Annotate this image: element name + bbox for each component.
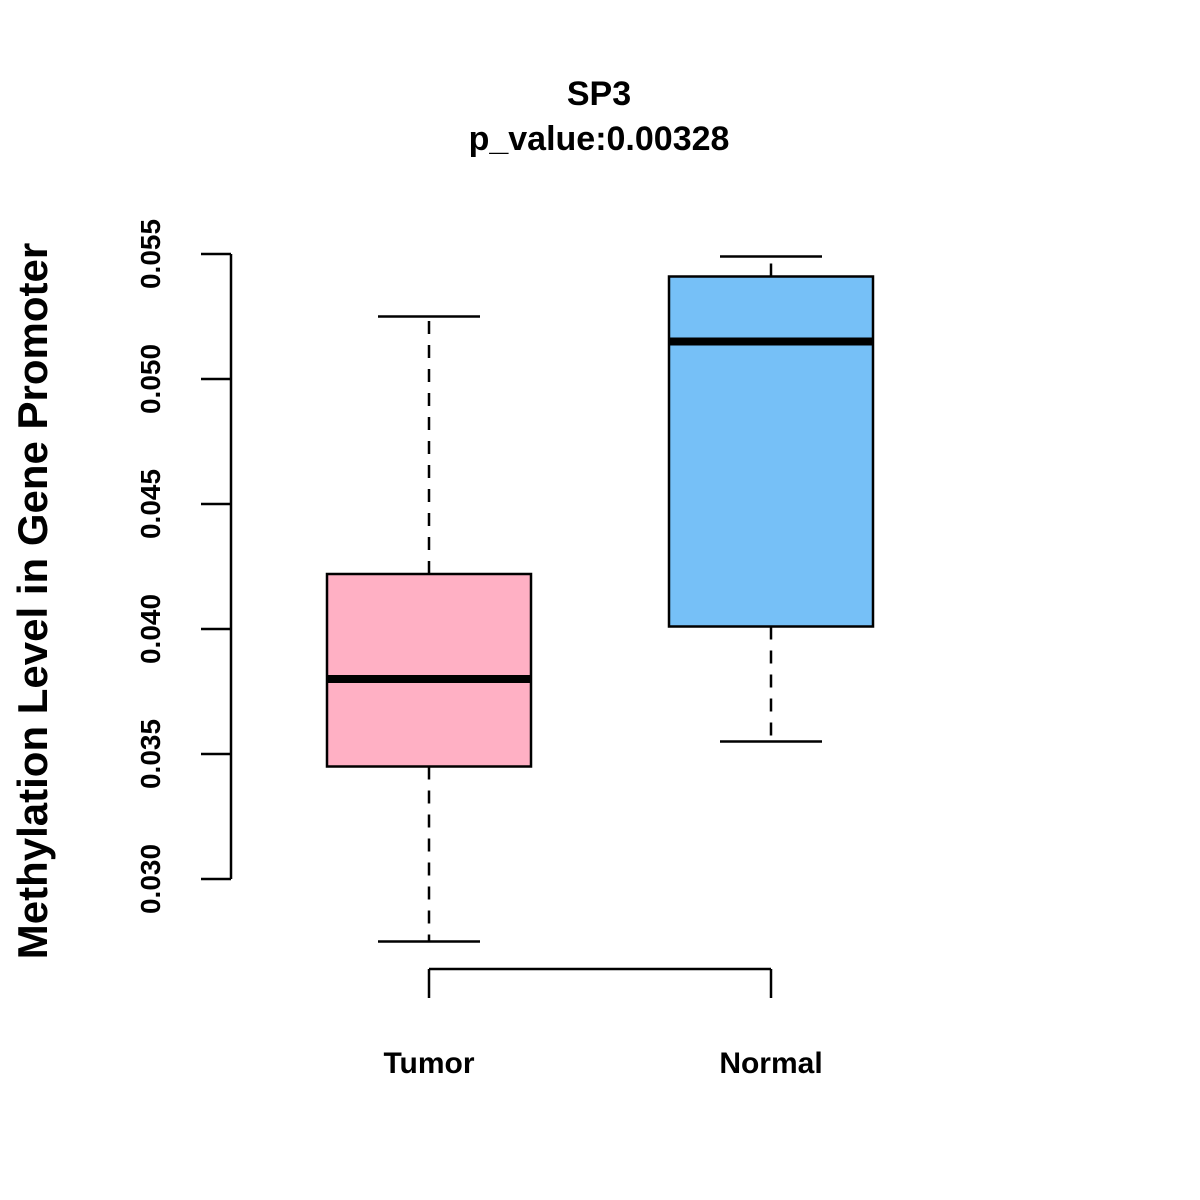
- y-tick-label: 0.040: [135, 594, 166, 664]
- y-axis-label: Methylation Level in Gene Promoter: [9, 243, 56, 959]
- chart-title: SP3: [567, 75, 631, 113]
- box-series: [325, 255, 875, 943]
- y-axis: 0.030 0.035 0.040 0.045 0.050 0.055: [135, 219, 233, 914]
- box-iqr: [667, 275, 875, 628]
- y-tick-label: 0.045: [135, 469, 166, 539]
- box-tumor: [325, 315, 533, 943]
- box-normal: [667, 255, 875, 743]
- x-tick-label-tumor: Tumor: [383, 1047, 474, 1080]
- box-iqr: [325, 572, 533, 768]
- x-axis: Tumor Normal: [383, 967, 823, 1080]
- x-tick-label-normal: Normal: [719, 1047, 822, 1080]
- y-tick-label: 0.030: [135, 844, 166, 914]
- y-tick-label: 0.055: [135, 219, 166, 289]
- chart-subtitle: p_value:0.00328: [469, 120, 730, 158]
- y-tick-label: 0.050: [135, 344, 166, 414]
- y-tick-label: 0.035: [135, 719, 166, 789]
